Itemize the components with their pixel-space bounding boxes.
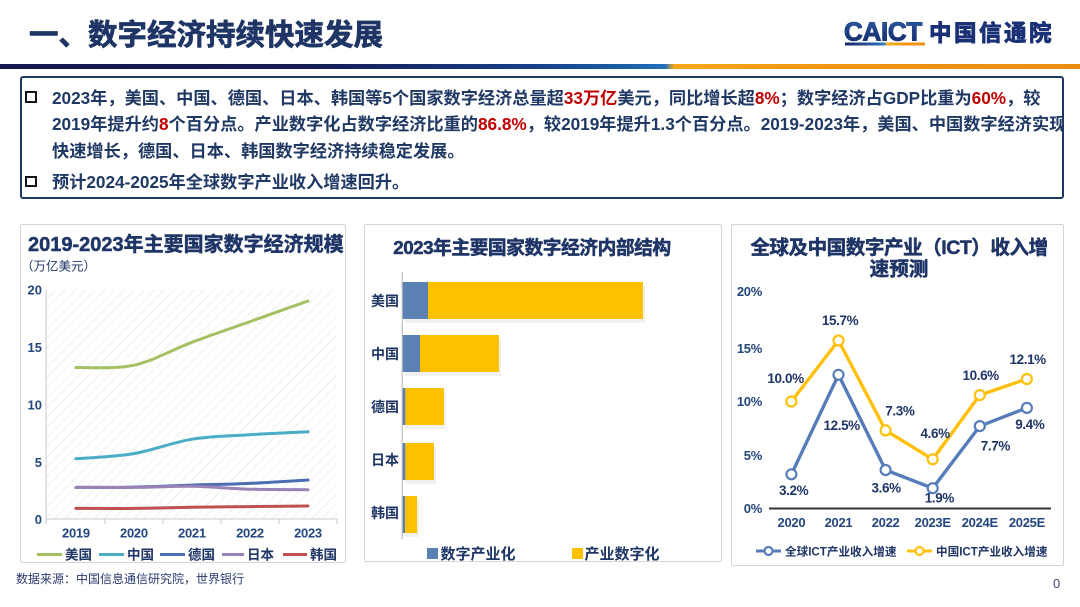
svg-text:速预测: 速预测: [870, 259, 929, 281]
svg-text:2022: 2022: [872, 515, 900, 530]
svg-text:15.7%: 15.7%: [822, 313, 859, 328]
svg-text:2020: 2020: [120, 526, 148, 541]
svg-text:10.6%: 10.6%: [963, 368, 1000, 383]
svg-text:15: 15: [28, 340, 42, 355]
svg-text:2023: 2023: [294, 526, 322, 541]
svg-text:美国: 美国: [371, 293, 399, 309]
svg-text:4.6%: 4.6%: [921, 426, 951, 441]
svg-text:10.0%: 10.0%: [767, 371, 804, 386]
svg-text:1.9%: 1.9%: [925, 490, 955, 505]
svg-text:CAICT: CAICT: [844, 18, 922, 47]
svg-text:中国ICT产业收入增速: 中国ICT产业收入增速: [936, 545, 1048, 559]
svg-text:0: 0: [35, 512, 42, 527]
svg-text:3.2%: 3.2%: [779, 483, 809, 498]
svg-text:美国: 美国: [65, 547, 92, 563]
svg-text:9.4%: 9.4%: [1015, 417, 1045, 432]
svg-text:5: 5: [35, 455, 42, 470]
svg-text:2022: 2022: [236, 526, 264, 541]
svg-text:15%: 15%: [737, 341, 763, 356]
svg-text:7.3%: 7.3%: [885, 404, 915, 419]
svg-text:2021: 2021: [178, 526, 206, 541]
svg-text:10: 10: [28, 398, 42, 413]
svg-text:中国信通院: 中国信通院: [929, 20, 1054, 46]
svg-text:2024E: 2024E: [962, 515, 999, 530]
svg-text:德国: 德国: [371, 399, 399, 415]
svg-text:20: 20: [28, 283, 42, 298]
svg-text:12.1%: 12.1%: [1010, 352, 1047, 367]
svg-text:0%: 0%: [744, 501, 763, 516]
svg-text:20%: 20%: [737, 284, 763, 299]
svg-text:德国: 德国: [188, 547, 215, 563]
svg-text:日本: 日本: [247, 547, 274, 563]
svg-text:中国: 中国: [371, 346, 399, 362]
svg-text:韩国: 韩国: [371, 505, 399, 521]
svg-text:2021: 2021: [825, 515, 853, 530]
svg-text:2023E: 2023E: [915, 515, 952, 530]
svg-text:2020: 2020: [778, 515, 806, 530]
svg-text:2019: 2019: [62, 526, 90, 541]
svg-text:韩国: 韩国: [310, 547, 337, 563]
svg-text:日本: 日本: [371, 452, 399, 468]
svg-text:全球ICT产业收入增速: 全球ICT产业收入增速: [785, 545, 897, 559]
svg-text:2025E: 2025E: [1009, 515, 1046, 530]
svg-text:2019-2023年主要国家数字经济规模: 2019-2023年主要国家数字经济规模: [28, 232, 344, 256]
svg-text:5%: 5%: [744, 448, 763, 463]
svg-text:全球及中国数字产业（ICT）收入增: 全球及中国数字产业（ICT）收入增: [750, 236, 1047, 259]
svg-text:产业数字化: 产业数字化: [585, 545, 660, 561]
svg-text:（万亿美元）: （万亿美元）: [21, 259, 96, 274]
svg-text:中国: 中国: [127, 547, 154, 563]
svg-text:12.5%: 12.5%: [824, 418, 861, 433]
svg-text:10%: 10%: [737, 394, 763, 409]
svg-text:数字产业化: 数字产业化: [441, 545, 516, 561]
svg-text:3.6%: 3.6%: [872, 480, 902, 495]
svg-text:2023年主要国家数字经济内部结构: 2023年主要国家数字经济内部结构: [393, 236, 670, 258]
svg-text:7.7%: 7.7%: [981, 439, 1011, 454]
